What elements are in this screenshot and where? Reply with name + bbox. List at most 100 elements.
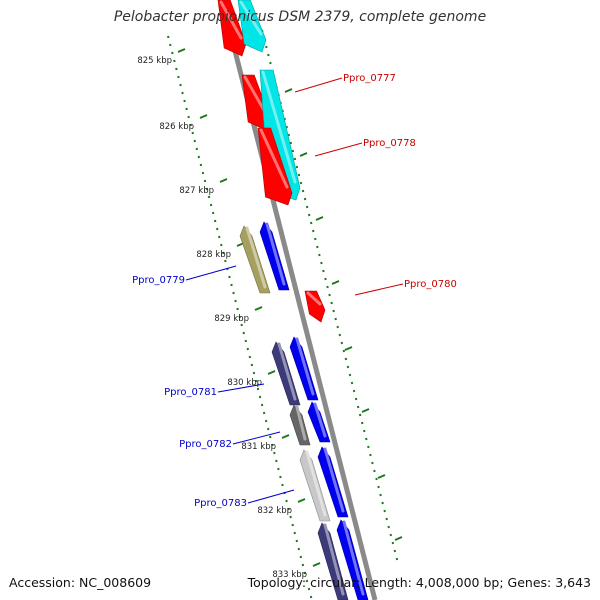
gene-feature[interactable] [239,225,271,294]
gene-feature-highlight [313,402,327,438]
scale-dot [346,365,350,369]
gene-label[interactable]: Ppro_0780 [354,279,457,296]
scale-dot [289,141,293,145]
scale-dot [356,405,360,409]
gene-feature-body[interactable] [257,127,293,206]
scale-tick [177,48,186,53]
scale-dot [264,419,268,423]
scale-label: 831 kbp [241,442,276,452]
gene-feature-highlight [306,291,322,306]
gene-feature[interactable] [271,341,301,406]
scale-dot [340,341,344,345]
scale-dot [266,427,270,431]
scale-dot [383,509,386,513]
scale-dot [367,445,370,449]
gene-label-leader [294,77,343,93]
gene-feature[interactable] [259,221,290,291]
scale-dot [252,371,256,375]
scale-dot [234,299,237,303]
scale-dot [312,229,315,233]
scale-dot [242,331,245,335]
scale-label: 825 kbp [137,56,172,66]
scale-dot [281,483,284,487]
scale-tick [219,178,228,183]
gene-feature-body[interactable] [304,290,326,323]
scale-dot [287,507,290,511]
gene-label[interactable]: Ppro_0779 [132,265,237,286]
scale-dot [391,541,395,545]
scale-dot [258,395,262,399]
gene-label[interactable]: Ppro_0782 [179,431,281,450]
scale-dot [324,277,327,281]
scale-dot [385,517,388,521]
scale-dot [199,163,203,167]
gene-feature-highlight [323,523,345,596]
scale-dot [171,51,174,55]
gene-label-leader [247,489,295,504]
scale-dot [220,243,223,247]
gene-feature[interactable] [257,127,293,206]
scale-dot [303,571,307,575]
gene-feature[interactable] [336,519,369,600]
gene-label-text[interactable]: Ppro_0781 [164,387,217,398]
gene-feature-highlight [265,222,286,286]
scale-dot [377,485,380,489]
gene-label-leader [314,142,363,157]
gene-label-text[interactable]: Ppro_0782 [179,439,232,450]
scale-dot [332,309,335,313]
scale-dot [314,237,317,241]
gene-feature[interactable] [317,446,349,518]
scale-dot [177,75,180,79]
gene-label[interactable]: Ppro_0783 [194,489,295,509]
gene-label[interactable]: Ppro_0778 [314,138,416,157]
scale-tick [394,536,403,541]
gene-label[interactable]: Ppro_0781 [164,383,265,398]
gene-label-text[interactable]: Ppro_0779 [132,275,185,286]
gene-label-text[interactable]: Ppro_0777 [343,73,396,84]
scale-dot [205,187,209,191]
scale-dot [322,269,325,273]
gene-label-text[interactable]: Ppro_0778 [363,138,416,149]
scale-dot [271,443,274,447]
gene-feature[interactable] [217,0,247,57]
scale-dot [167,35,170,39]
scale-dot [289,515,292,519]
scale-dot [215,227,219,231]
gene-label[interactable]: Ppro_0777 [294,73,396,93]
gene-feature[interactable] [317,522,349,600]
scale-dot [295,165,299,169]
scale-dot [230,283,233,287]
gene-feature[interactable] [299,449,331,522]
scale-tick [297,498,306,503]
gene-feature-highlight [323,447,345,513]
scale-tick [284,88,293,93]
scale-tick [344,346,353,351]
map-title: Pelobacter propionicus DSM 2379, complet… [113,9,487,25]
scale-dot [187,115,190,119]
scale-tick [377,474,386,479]
scale-dot [222,251,225,255]
scale-dot [265,45,268,49]
scale-dot [238,315,241,319]
scale-dot [209,203,213,207]
scale-dot [301,563,305,567]
gene-label-text[interactable]: Ppro_0780 [404,279,457,290]
gene-label-leader [232,431,281,445]
gene-label-text[interactable]: Ppro_0783 [194,498,247,509]
scale-dot [293,157,297,161]
gene-feature[interactable] [307,401,331,443]
scale-dot [207,195,211,199]
gene-feature[interactable] [289,404,311,446]
scale-dot [297,173,301,177]
gene-label-leader [217,383,265,393]
gene-feature[interactable] [289,336,319,401]
scale-tick [312,562,321,567]
scale-dot [350,381,354,385]
gene-feature[interactable] [237,0,267,53]
gene-feature-body[interactable] [237,0,267,53]
scale-dot [299,555,303,559]
scale-dot [307,587,311,591]
gene-feature[interactable] [304,290,326,323]
gene-feature-body[interactable] [217,0,247,57]
scale-dot [185,107,188,111]
